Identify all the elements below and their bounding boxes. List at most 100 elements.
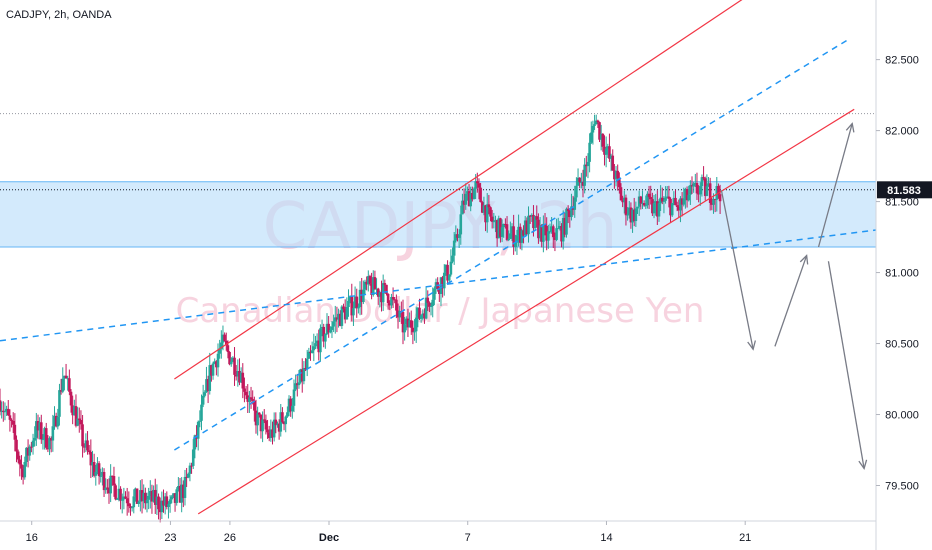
- candle: [234, 365, 238, 381]
- candle-body: [626, 214, 629, 216]
- candle-body: [124, 496, 127, 499]
- candle-body: [58, 390, 61, 417]
- candle: [350, 283, 354, 322]
- candle: [657, 199, 661, 222]
- candle: [300, 358, 304, 393]
- candle-body: [418, 307, 421, 319]
- candle: [593, 114, 596, 130]
- candle-body: [593, 124, 596, 126]
- candle: [320, 319, 324, 337]
- candle-body: [703, 178, 707, 196]
- candle-body: [231, 357, 235, 362]
- candle: [578, 177, 582, 189]
- candle-body: [376, 288, 380, 297]
- candle-body: [120, 499, 124, 501]
- candle-body: [284, 416, 288, 425]
- candle: [117, 476, 121, 502]
- candle: [210, 364, 213, 382]
- candle-body: [424, 297, 428, 319]
- candle: [25, 447, 28, 467]
- candle: [545, 217, 548, 251]
- candle-body: [264, 420, 268, 430]
- candle-body: [580, 182, 583, 184]
- candle-body: [241, 372, 245, 389]
- candle: [429, 302, 433, 316]
- candle-body: [233, 357, 236, 375]
- candle: [599, 124, 603, 151]
- candle: [220, 330, 223, 359]
- candle-body: [362, 289, 365, 303]
- candle: [122, 487, 126, 510]
- candle-body: [599, 133, 603, 140]
- candle-body: [401, 311, 405, 333]
- candle-body: [675, 205, 679, 207]
- candle: [621, 195, 624, 208]
- candle-body: [452, 240, 456, 256]
- candle: [624, 194, 628, 226]
- candle-body: [365, 281, 368, 285]
- candle-body: [152, 489, 155, 502]
- candle: [718, 184, 722, 214]
- candle: [120, 493, 124, 514]
- candle-body: [191, 449, 195, 466]
- candle: [679, 196, 682, 223]
- candle: [376, 287, 380, 305]
- candle: [224, 332, 228, 351]
- candle-body: [479, 187, 482, 203]
- candle: [352, 301, 355, 327]
- zone-fill: [0, 181, 876, 248]
- candle-body: [182, 484, 185, 498]
- candle-body: [299, 369, 302, 383]
- candle: [601, 133, 605, 152]
- candle: [426, 290, 430, 311]
- candle-body: [53, 415, 56, 427]
- candle-body: [429, 305, 433, 307]
- candle-body: [338, 313, 342, 326]
- candle-body: [383, 283, 387, 285]
- candle-body: [107, 488, 111, 494]
- candle: [583, 158, 586, 194]
- candle-body: [314, 343, 317, 347]
- arrow-head: [845, 122, 855, 133]
- candle: [81, 415, 84, 458]
- candle-body: [510, 226, 514, 234]
- candle: [504, 218, 507, 229]
- candle: [642, 200, 646, 207]
- candle: [594, 114, 598, 125]
- candle-body: [6, 408, 10, 416]
- candle: [609, 153, 613, 172]
- candle-body: [660, 197, 664, 202]
- candle-body: [583, 164, 586, 186]
- candle-body: [646, 193, 649, 206]
- candle-body: [163, 496, 167, 506]
- candle: [36, 414, 40, 440]
- candle: [467, 183, 471, 207]
- candle-body: [147, 495, 150, 500]
- candle: [404, 316, 408, 331]
- candle: [398, 305, 401, 323]
- candle: [393, 297, 397, 304]
- candle: [500, 219, 504, 243]
- x-tick-label: 23: [164, 532, 176, 544]
- candle-body: [551, 226, 555, 238]
- x-tick-label: 14: [600, 532, 612, 544]
- candle-body: [31, 440, 35, 447]
- candle: [687, 185, 691, 202]
- candle-body: [627, 207, 631, 215]
- candle-body: [677, 206, 681, 211]
- candle: [244, 385, 248, 400]
- candle: [153, 478, 157, 514]
- candle-body: [573, 197, 577, 210]
- candle-body: [568, 210, 572, 218]
- candle: [77, 407, 81, 433]
- candle-body: [104, 487, 108, 491]
- candle-body: [533, 216, 537, 229]
- candle-body: [698, 186, 702, 195]
- candle: [94, 464, 98, 486]
- candle: [371, 270, 375, 297]
- candle: [705, 174, 709, 197]
- candle-body: [61, 378, 65, 392]
- candle-body: [66, 378, 70, 380]
- candle: [74, 394, 78, 428]
